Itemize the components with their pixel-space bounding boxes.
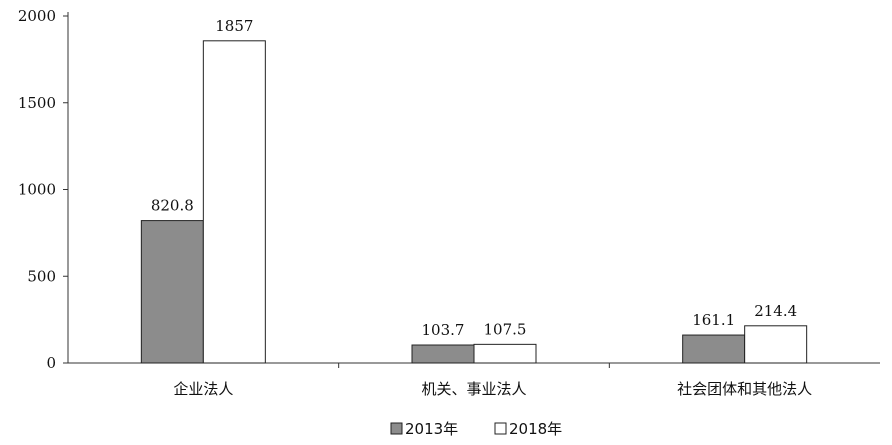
data-label: 1857 bbox=[215, 17, 253, 35]
bar bbox=[411, 344, 475, 364]
legend-label: 2013年 bbox=[405, 420, 458, 438]
data-label: 214.4 bbox=[754, 302, 797, 320]
legend-label: 2018年 bbox=[509, 420, 562, 438]
x-category-label: 企业法人 bbox=[173, 380, 233, 398]
legend-swatch bbox=[494, 422, 507, 435]
x-category-label: 机关、事业法人 bbox=[421, 380, 526, 398]
y-tick-label: 1500 bbox=[18, 94, 56, 112]
y-tick-label: 0 bbox=[46, 354, 56, 372]
data-labels: 820.8 1857 103.7 107.5 161.1 214.4 bbox=[151, 17, 797, 339]
y-tick-label: 500 bbox=[27, 267, 56, 285]
legend-swatch bbox=[390, 422, 403, 435]
x-category-label: 社会团体和其他法人 bbox=[677, 380, 812, 398]
bar bbox=[202, 40, 266, 364]
data-label: 107.5 bbox=[484, 320, 527, 338]
data-label: 103.7 bbox=[422, 321, 465, 339]
axes: 0 500 1000 1500 2000 企业法人 机关、事业法人 社会团体和其他法人 bbox=[18, 7, 880, 398]
y-tick-label: 1000 bbox=[18, 181, 56, 199]
data-label: 820.8 bbox=[151, 197, 194, 215]
y-tick-label: 2000 bbox=[18, 7, 56, 25]
bar bbox=[682, 334, 746, 364]
data-label: 161.1 bbox=[692, 311, 735, 329]
legend: 2013年 2018年 bbox=[390, 420, 562, 438]
bars bbox=[140, 40, 808, 364]
bar bbox=[140, 220, 204, 364]
bar bbox=[473, 343, 537, 364]
bar bbox=[744, 325, 808, 364]
